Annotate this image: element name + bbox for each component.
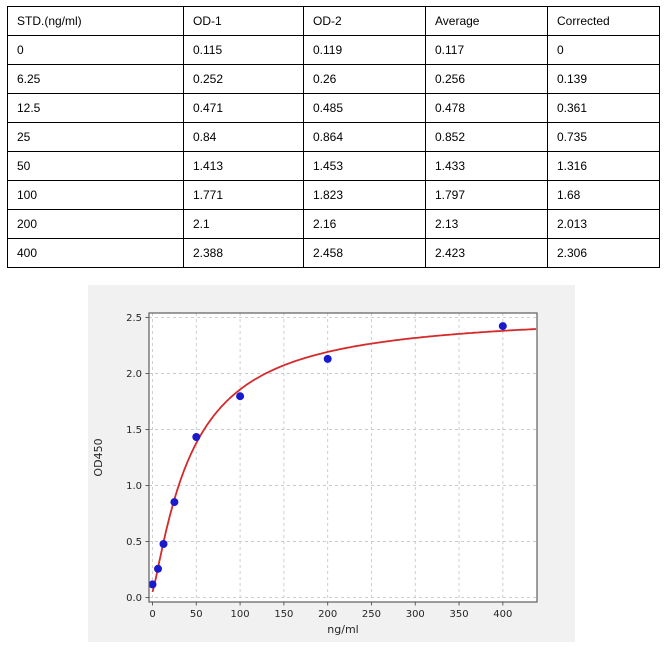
cell-od1: 0.471 xyxy=(183,93,304,123)
cell-average: 2.13 xyxy=(425,209,548,239)
cell-corrected: 1.316 xyxy=(547,151,660,181)
col-header-std: STD.(ng/ml) xyxy=(7,6,184,36)
x-tick-label: 50 xyxy=(190,609,203,620)
cell-std: 0 xyxy=(7,35,184,65)
cell-average: 0.852 xyxy=(425,122,548,152)
cell-od2: 0.26 xyxy=(303,64,426,94)
table-row: 200 2.1 2.16 2.13 2.013 xyxy=(7,209,660,239)
cell-od2: 0.485 xyxy=(303,93,426,123)
table-row: 100 1.771 1.823 1.797 1.68 xyxy=(7,180,660,210)
cell-average: 1.797 xyxy=(425,180,548,210)
y-tick-label: 0.0 xyxy=(126,593,142,604)
cell-od2: 1.453 xyxy=(303,151,426,181)
table-row: 25 0.84 0.864 0.852 0.735 xyxy=(7,122,660,152)
data-point xyxy=(154,564,162,573)
cell-od1: 2.388 xyxy=(183,238,304,268)
data-point xyxy=(148,580,157,589)
standards-table: STD.(ng/ml) OD-1 OD-2 Average Corrected … xyxy=(7,6,660,268)
plot-area xyxy=(149,313,537,602)
cell-corrected: 2.306 xyxy=(547,238,660,268)
data-point xyxy=(498,322,507,331)
col-header-od2: OD-2 xyxy=(303,6,426,36)
col-header-average: Average xyxy=(425,6,548,36)
y-tick-label: 2.0 xyxy=(126,369,142,380)
cell-od1: 1.413 xyxy=(183,151,304,181)
data-point xyxy=(159,540,168,548)
standard-curve-chart: 0 50 100 150 200 250 300 350 400 0.0 0.5 1.0 1.5 2.0 2… xyxy=(92,312,538,636)
y-tick-label: 1.5 xyxy=(126,425,142,436)
data-point xyxy=(170,498,179,507)
table-row: 6.25 0.252 0.26 0.256 0.139 xyxy=(7,64,660,94)
x-tick-label: 300 xyxy=(406,609,425,620)
table-row: 400 2.388 2.458 2.423 2.306 xyxy=(7,238,660,268)
cell-corrected: 1.68 xyxy=(547,180,660,210)
data-point xyxy=(192,433,201,441)
col-header-corrected: Corrected xyxy=(547,6,660,36)
cell-std: 6.25 xyxy=(7,64,184,94)
cell-od1: 0.84 xyxy=(183,122,304,152)
table-body: 0 0.115 0.119 0.117 0 6.25 0.252 0.26 0.… xyxy=(7,35,660,268)
x-axis-label: ng/ml xyxy=(327,623,358,636)
cell-corrected: 2.013 xyxy=(547,209,660,239)
cell-corrected: 0.139 xyxy=(547,64,660,94)
cell-od2: 0.864 xyxy=(303,122,426,152)
cell-average: 0.478 xyxy=(425,93,548,123)
cell-od2: 2.458 xyxy=(303,238,426,268)
table-row: 12.5 0.471 0.485 0.478 0.361 xyxy=(7,93,660,123)
x-tick-label: 350 xyxy=(450,609,469,620)
standard-curve-figure: 0 50 100 150 200 250 300 350 400 0.0 0.5 1.0 1.5 2.0 2… xyxy=(88,285,575,642)
y-tick-label: 1.0 xyxy=(126,481,142,492)
cell-std: 25 xyxy=(7,122,184,152)
cell-corrected: 0.735 xyxy=(547,122,660,152)
cell-std: 100 xyxy=(7,180,184,210)
table-row: 0 0.115 0.119 0.117 0 xyxy=(7,35,660,65)
cell-od2: 0.119 xyxy=(303,35,426,65)
table-row: 50 1.413 1.453 1.433 1.316 xyxy=(7,151,660,181)
cell-std: 12.5 xyxy=(7,93,184,123)
cell-average: 2.423 xyxy=(425,238,548,268)
cell-average: 0.256 xyxy=(425,64,548,94)
y-tick-label: 0.5 xyxy=(126,537,142,548)
cell-std: 400 xyxy=(7,238,184,268)
cell-od1: 0.115 xyxy=(183,35,304,65)
plot-border xyxy=(148,312,538,603)
x-tick-label: 0 xyxy=(149,609,155,620)
table-header-row: STD.(ng/ml) OD-1 OD-2 Average Corrected xyxy=(7,6,660,36)
data-point xyxy=(323,354,332,363)
cell-od2: 1.823 xyxy=(303,180,426,210)
fitted-curve xyxy=(151,328,537,593)
y-tick-label: 2.5 xyxy=(126,313,142,324)
y-axis-label: OD450 xyxy=(92,438,105,476)
cell-std: 50 xyxy=(7,151,184,181)
cell-od1: 0.252 xyxy=(183,64,304,94)
x-tick-label: 250 xyxy=(362,609,381,620)
cell-od1: 2.1 xyxy=(183,209,304,239)
col-header-od1: OD-1 xyxy=(183,6,304,36)
cell-od1: 1.771 xyxy=(183,180,304,210)
cell-average: 0.117 xyxy=(425,35,548,65)
data-point xyxy=(236,392,245,401)
cell-corrected: 0.361 xyxy=(547,93,660,123)
x-tick-label: 100 xyxy=(231,609,250,620)
cell-average: 1.433 xyxy=(425,151,548,181)
cell-od2: 2.16 xyxy=(303,209,426,239)
x-tick-label: 200 xyxy=(318,609,337,620)
cell-std: 200 xyxy=(7,209,184,239)
x-tick-label: 150 xyxy=(274,609,293,620)
cell-corrected: 0 xyxy=(547,35,660,65)
x-tick-label: 400 xyxy=(493,609,512,620)
